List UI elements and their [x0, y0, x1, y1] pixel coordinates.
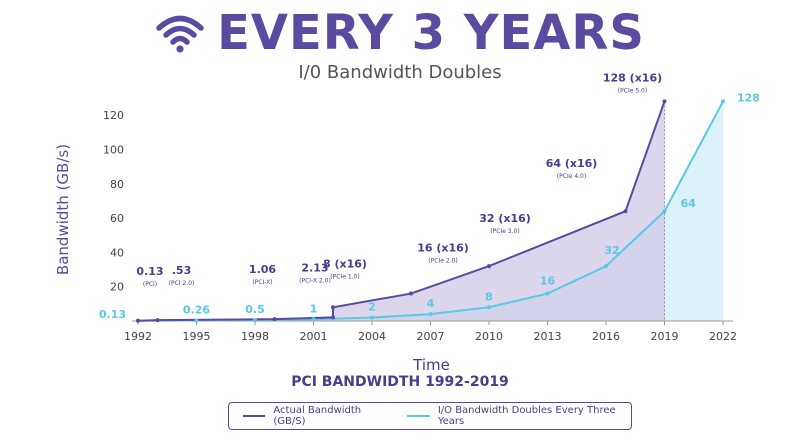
doubling-data-label: 0.13 — [99, 308, 126, 321]
header-banner: EVERY 3 YEARS — [0, 2, 800, 64]
legend-label-actual: Actual Bandwidth (GB/S) — [273, 405, 362, 427]
actual-data-sublabel: (PCI 2.0) — [169, 280, 195, 287]
actual-data-sublabel: (PCIe 2.0) — [428, 258, 457, 265]
actual-point — [623, 209, 628, 214]
actual-point — [487, 264, 491, 269]
legend-swatch-doubling — [407, 415, 430, 417]
actual-point — [155, 318, 160, 323]
actual-data-label: 2.13 — [301, 261, 328, 274]
actual-point — [662, 99, 667, 104]
actual-point — [272, 317, 277, 322]
doubling-point — [428, 312, 433, 317]
doubling-data-label: 64 — [681, 197, 697, 210]
doubling-data-label: 32 — [604, 244, 619, 257]
actual-data-sublabel: (PCI) — [143, 281, 157, 288]
actual-point — [331, 315, 335, 320]
actual-data-sublabel: (PCIe 4.0) — [557, 173, 586, 180]
actual-data-label: .53 — [172, 264, 192, 277]
chart-legend: Actual Bandwidth (GB/S) I/O Bandwidth Do… — [228, 402, 632, 430]
y-tick-label: 40 — [110, 246, 124, 259]
legend-item-actual: Actual Bandwidth (GB/S) — [243, 405, 379, 427]
doubling-data-label: 2 — [368, 301, 376, 314]
doubling-point — [370, 315, 374, 320]
doubling-point — [194, 318, 199, 323]
actual-point — [331, 305, 335, 310]
x-tick-label: 2013 — [534, 330, 562, 343]
x-tick-label: 1992 — [124, 330, 152, 343]
doubling-point — [487, 305, 491, 310]
actual-data-label: 128 (x16) — [603, 71, 662, 84]
doubling-data-label: 16 — [540, 275, 556, 288]
wifi-signal-icon — [156, 15, 204, 53]
legend-item-doubling: I/O Bandwidth Doubles Every Three Years — [407, 405, 617, 427]
doubling-data-label: 0.26 — [183, 304, 210, 317]
doubling-point — [604, 264, 608, 269]
actual-data-label: 0.13 — [136, 265, 163, 278]
page-subtitle: I/0 Bandwidth Doubles — [298, 62, 502, 83]
x-tick-label: 2004 — [358, 330, 386, 343]
legend-swatch-actual — [243, 415, 266, 417]
headline: EVERY 3 YEARS — [217, 5, 645, 61]
y-tick-label: 120 — [103, 109, 124, 122]
y-tick-label: 80 — [110, 178, 124, 191]
y-tick-label: 20 — [110, 281, 124, 294]
doubling-point — [311, 317, 316, 322]
doubling-point — [253, 318, 257, 323]
x-axis-label: Time — [412, 356, 450, 374]
x-tick-label: 2007 — [417, 330, 445, 343]
actual-data-sublabel: (PCIe 3.0) — [490, 228, 519, 235]
x-tick-label: 2019 — [651, 330, 679, 343]
x-tick-label: 2016 — [592, 330, 620, 343]
doubling-data-label: 8 — [485, 290, 493, 303]
x-tick-label: 2010 — [475, 330, 503, 343]
y-axis-label: Bandwidth (GB/s) — [54, 144, 72, 275]
x-tick-label: 1998 — [241, 330, 269, 343]
actual-data-sublabel: (PCI-X 2.0) — [299, 277, 331, 284]
actual-data-sublabel: (PCI-X) — [252, 279, 272, 286]
doubling-data-label: 128 — [737, 91, 760, 104]
actual-data-label: 1.06 — [249, 263, 276, 276]
doubling-point — [545, 291, 550, 296]
actual-data-sublabel: (PCIe 5.0) — [618, 87, 647, 94]
actual-data-label: 8 (x16) — [323, 257, 367, 270]
x-tick-label: 2022 — [709, 330, 737, 343]
actual-data-sublabel: (PCIe 1.0) — [330, 273, 359, 280]
doubling-data-label: 1 — [310, 302, 318, 315]
actual-data-label: 16 (x16) — [417, 242, 469, 255]
doubling-point — [721, 99, 725, 104]
actual-point — [409, 291, 413, 296]
doubling-point — [662, 209, 667, 214]
y-tick-label: 60 — [110, 212, 124, 225]
x-tick-label: 1995 — [183, 330, 211, 343]
x-tick-label: 2001 — [300, 330, 328, 343]
doubling-data-label: 4 — [427, 297, 435, 310]
chart-title: PCI BANDWIDTH 1992-2019 — [291, 374, 509, 390]
doubling-data-label: 0.5 — [245, 303, 265, 316]
actual-data-label: 64 (x16) — [546, 157, 598, 170]
actual-point — [136, 318, 140, 323]
y-tick-label: 100 — [103, 143, 124, 156]
legend-label-doubling: I/O Bandwidth Doubles Every Three Years — [437, 405, 616, 427]
actual-area — [138, 101, 665, 321]
actual-data-label: 32 (x16) — [479, 212, 531, 225]
